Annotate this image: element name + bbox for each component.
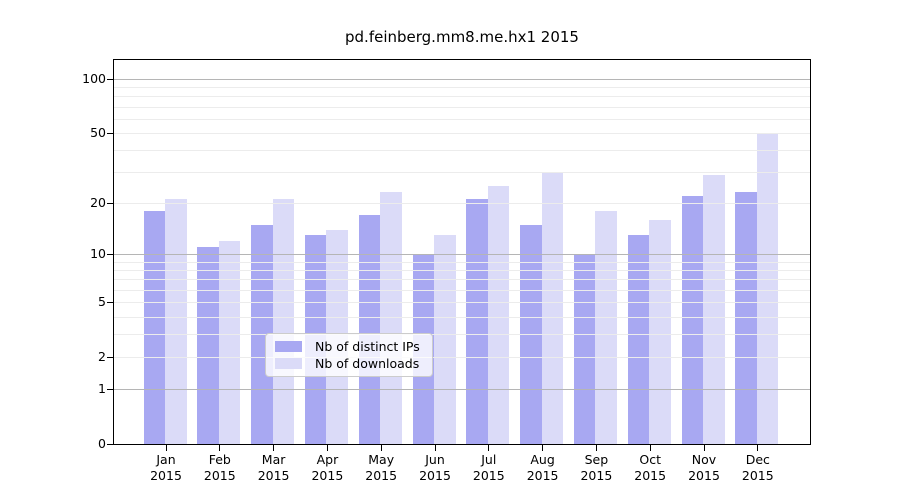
bar-jul-downloads: [487, 186, 510, 444]
x-axis-tick: [649, 445, 651, 451]
x-axis-tick: [595, 445, 597, 451]
x-axis-tick: [434, 445, 436, 451]
y-axis-tick: [107, 389, 114, 391]
gridline-minor: [114, 106, 810, 108]
bar-jan-downloads: [165, 199, 187, 444]
x-axis-month-label: Jul 2015: [472, 452, 505, 483]
x-axis-month-label: Aug 2015: [526, 452, 559, 483]
gridline-major: [114, 78, 810, 80]
x-axis-tick: [273, 445, 275, 451]
chart-title: pd.feinberg.mm8.me.hx1 2015: [345, 28, 579, 46]
bar-oct-downloads: [649, 219, 671, 444]
legend-label-distinct-ips: Nb of distinct IPs: [315, 339, 420, 354]
legend-entry-distinct-ips: Nb of distinct IPs: [275, 339, 423, 354]
x-axis-month-label: Oct 2015: [634, 452, 667, 483]
y-axis-tick: [107, 203, 114, 204]
y-axis-tick-label: 20: [90, 195, 106, 210]
gridline-minor: [114, 270, 810, 271]
bar-may-distinct-ips: [358, 215, 381, 444]
gridline-minor: [114, 334, 810, 336]
gridline-minor: [114, 96, 810, 98]
bar-oct-distinct-ips: [627, 235, 650, 444]
x-axis-tick: [219, 445, 221, 451]
x-axis-tick: [380, 445, 382, 451]
legend-entry-downloads: Nb of downloads: [275, 356, 423, 371]
legend: Nb of distinct IPs Nb of downloads: [265, 333, 433, 377]
gridline-minor: [114, 279, 810, 281]
y-axis-tick: [107, 254, 114, 256]
y-axis-tick: [107, 78, 114, 80]
gridline-minor: [114, 150, 810, 151]
bar-nov-distinct-ips: [681, 195, 703, 444]
legend-label-downloads: Nb of downloads: [315, 356, 420, 371]
plot-area: [113, 59, 811, 445]
y-axis-tick: [107, 444, 114, 445]
bar-feb-downloads: [218, 240, 241, 444]
x-axis-tick: [542, 445, 544, 451]
x-axis-tick: [326, 445, 328, 451]
y-axis-tick-label: 0: [98, 436, 106, 451]
y-axis-tick: [107, 357, 114, 358]
y-axis-tick-label: 1: [98, 381, 106, 397]
y-axis-tick-label: 2: [98, 349, 106, 364]
x-axis-month-label: May 2015: [365, 452, 398, 483]
y-axis-tick: [107, 132, 114, 134]
x-axis-month-label: Jan 2015: [150, 452, 182, 483]
gridline-minor: [114, 86, 810, 88]
bar-dec-distinct-ips: [735, 192, 757, 444]
gridline-major: [114, 389, 810, 391]
x-axis-month-label: Sep 2015: [580, 452, 613, 483]
legend-swatch-downloads: [275, 358, 302, 369]
y-axis-tick-label: 10: [90, 246, 106, 262]
gridline-minor: [114, 357, 810, 358]
x-axis-tick: [703, 445, 705, 451]
gridline-minor: [114, 261, 810, 263]
bar-sep-distinct-ips: [573, 254, 596, 444]
bar-mar-downloads: [272, 199, 295, 444]
gridline-minor: [114, 203, 810, 204]
gridline-major: [114, 254, 810, 256]
bar-jan-distinct-ips: [143, 210, 165, 444]
x-axis-month-label: Dec 2015: [741, 452, 774, 483]
bar-nov-downloads: [703, 174, 725, 444]
x-axis-month-label: Jun 2015: [419, 452, 451, 483]
bar-aug-downloads: [541, 172, 564, 444]
x-axis-month-label: Apr 2015: [311, 452, 344, 483]
x-axis-tick: [757, 445, 759, 451]
y-axis-tick: [107, 302, 114, 304]
bar-may-downloads: [380, 192, 402, 444]
bar-sep-downloads: [595, 210, 617, 444]
x-axis-tick: [488, 445, 490, 451]
legend-swatch-distinct-ips: [275, 341, 302, 352]
bar-jul-distinct-ips: [466, 199, 488, 444]
bar-feb-distinct-ips: [197, 247, 219, 444]
gridline-minor: [114, 172, 810, 174]
bar-dec-downloads: [756, 132, 779, 444]
y-axis-tick-label: 50: [90, 124, 106, 140]
y-axis-tick-label: 5: [98, 294, 106, 310]
x-axis-month-label: Mar 2015: [257, 452, 290, 483]
gridline-minor: [114, 316, 810, 318]
y-axis-tick-label: 100: [82, 70, 106, 86]
x-axis-tick: [165, 445, 167, 451]
gridline-minor: [114, 118, 810, 120]
x-axis-month-label: Nov 2015: [688, 452, 720, 483]
bar-jun-downloads: [434, 235, 456, 444]
gridline-minor: [114, 132, 810, 134]
gridline-minor: [114, 289, 810, 291]
gridline-minor: [114, 302, 810, 304]
x-axis-month-label: Feb 2015: [203, 452, 236, 483]
